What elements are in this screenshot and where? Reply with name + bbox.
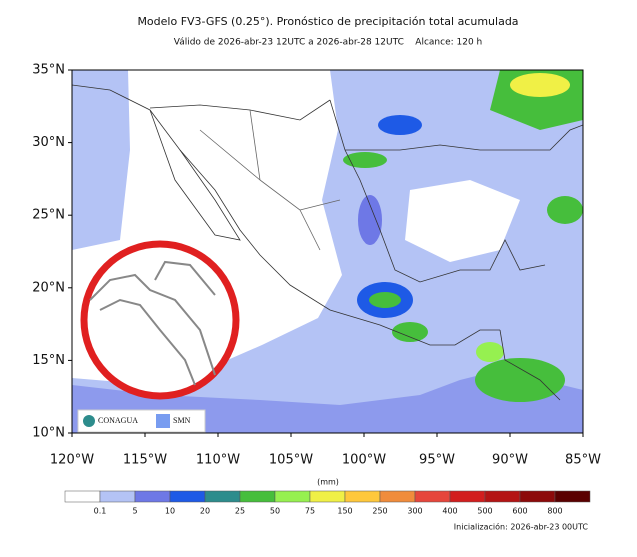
rain-area bbox=[378, 115, 422, 135]
map-frame bbox=[71, 69, 584, 434]
logo-text: SMN bbox=[173, 416, 191, 425]
colorbar-label: 300 bbox=[407, 507, 422, 516]
rain-area bbox=[343, 152, 387, 168]
rain-area bbox=[392, 322, 428, 342]
lat-labels: 35°N 30°N 25°N 20°N 15°N 10°N bbox=[32, 63, 72, 441]
colorbar-swatch bbox=[169, 490, 206, 503]
coastline bbox=[345, 124, 583, 151]
coastline bbox=[499, 329, 561, 401]
map: CONAGUA SMN 35°N 30°N 25°N 20°N 15°N 10°N 120… bbox=[32, 63, 601, 468]
state-line bbox=[199, 109, 341, 251]
rain-area bbox=[369, 292, 401, 308]
lon-labels: 120°W 115°W 110°W 105°W 100°W 95°W 90°W 85°W bbox=[50, 433, 601, 468]
title: Modelo FV3-GFS (0.25°). Pronóstico de pr… bbox=[137, 15, 518, 28]
colorbar-swatch bbox=[239, 490, 276, 503]
colorbar-swatch bbox=[64, 490, 101, 503]
init-time: Inicialización: 2026-abr-23 00UTC bbox=[454, 522, 589, 532]
coastline bbox=[149, 109, 241, 241]
lon-label: 115°W bbox=[123, 453, 167, 468]
colorbar-swatch bbox=[449, 490, 486, 503]
colorbar-label: 5 bbox=[132, 507, 137, 516]
colorbar-swatch bbox=[554, 490, 591, 503]
dry-area bbox=[405, 180, 520, 262]
lon-label: 120°W bbox=[50, 453, 94, 468]
colorbar-swatch bbox=[309, 490, 346, 503]
lon-label: 100°W bbox=[342, 453, 386, 468]
colorbar-swatch bbox=[134, 490, 171, 503]
colorbar-swatch bbox=[519, 490, 556, 503]
lat-label: 15°N bbox=[32, 353, 65, 368]
lon-label: 85°W bbox=[565, 453, 601, 468]
colorbar-label: 75 bbox=[305, 507, 315, 516]
colorbar-label: 800 bbox=[547, 507, 562, 516]
colorbar-swatch bbox=[344, 490, 381, 503]
subtitle: Válido de 2026-abr-23 12UTC a 2026-abr-2… bbox=[174, 38, 483, 48]
colorbar-label: 50 bbox=[270, 507, 280, 516]
lon-label: 90°W bbox=[492, 453, 528, 468]
logo-text: CONAGUA bbox=[98, 416, 138, 425]
lon-label: 105°W bbox=[269, 453, 313, 468]
rain-area bbox=[510, 73, 570, 97]
lon-label: 110°W bbox=[196, 453, 240, 468]
lat-label: 30°N bbox=[32, 135, 65, 150]
colorbar-swatch bbox=[99, 490, 136, 503]
colorbar-swatch bbox=[379, 490, 416, 503]
colorbar: 0.1 5 10 20 25 50 75 150 250 300 400 500 600 800 bbox=[64, 490, 591, 516]
colorbar-label: 600 bbox=[512, 507, 527, 516]
rain-area bbox=[358, 195, 382, 245]
rain-area bbox=[476, 342, 504, 362]
colorbar-unit: (mm) bbox=[317, 478, 339, 487]
lat-label: 10°N bbox=[32, 426, 65, 441]
colorbar-swatch bbox=[204, 490, 241, 503]
colorbar-label: 150 bbox=[337, 507, 352, 516]
colorbar-label: 400 bbox=[442, 507, 457, 516]
lon-label: 95°W bbox=[419, 453, 455, 468]
magnifier bbox=[80, 240, 240, 400]
coastline bbox=[72, 84, 500, 346]
colorbar-swatch bbox=[484, 490, 521, 503]
coastline bbox=[329, 99, 546, 283]
colorbar-label: 10 bbox=[165, 507, 175, 516]
colorbar-swatch bbox=[274, 490, 311, 503]
colorbar-label: 500 bbox=[477, 507, 492, 516]
logo-box: CONAGUA SMN bbox=[77, 409, 206, 433]
rain-area bbox=[475, 358, 565, 402]
colorbar-swatch bbox=[414, 490, 451, 503]
colorbar-label: 250 bbox=[372, 507, 387, 516]
lat-label: 35°N bbox=[32, 63, 65, 78]
lat-label: 20°N bbox=[32, 280, 65, 295]
colorbar-label: 20 bbox=[200, 507, 210, 516]
lat-label: 25°N bbox=[32, 208, 65, 223]
colorbar-label: 25 bbox=[235, 507, 245, 516]
colorbar-label: 0.1 bbox=[94, 507, 107, 516]
rain-area bbox=[547, 196, 583, 224]
